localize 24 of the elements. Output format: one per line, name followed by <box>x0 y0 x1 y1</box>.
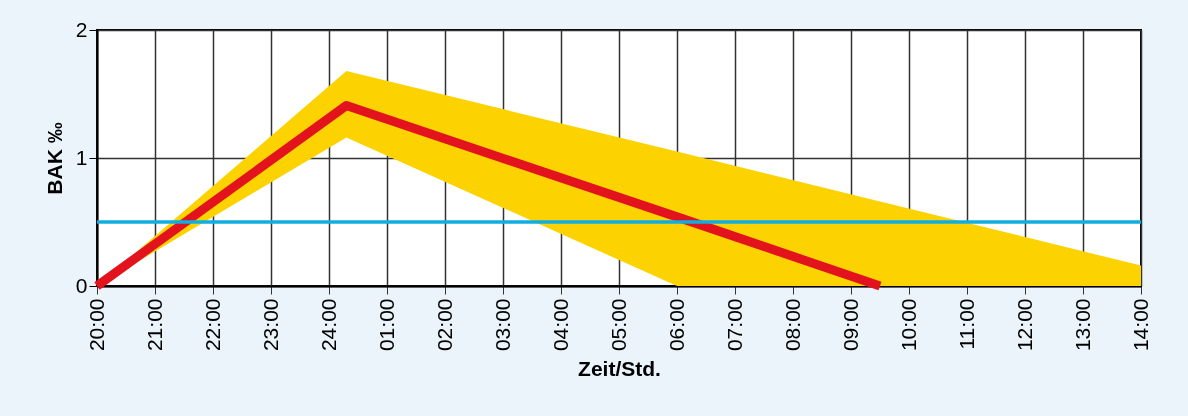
x-tick-label: 07:00 <box>722 298 746 352</box>
y-tick-label: 1 <box>75 145 88 169</box>
x-tick-label: 20:00 <box>84 298 108 352</box>
y-axis-title: BAK ‰ <box>42 122 66 195</box>
x-tick-label: 08:00 <box>780 298 804 352</box>
x-tick-label: 05:00 <box>606 298 630 352</box>
y-tick-label: 0 <box>75 273 88 297</box>
x-tick-label: 13:00 <box>1070 298 1094 352</box>
x-tick-label: 23:00 <box>258 298 282 352</box>
x-tick-label: 12:00 <box>1012 298 1036 352</box>
x-tick-label: 24:00 <box>316 298 340 352</box>
x-axis-title: Zeit/Std. <box>578 357 661 381</box>
x-tick-label: 21:00 <box>142 298 166 352</box>
x-tick-label: 03:00 <box>490 298 514 352</box>
x-tick-label: 14:00 <box>1128 298 1152 352</box>
x-tick-label: 02:00 <box>432 298 456 352</box>
x-tick-label: 10:00 <box>896 298 920 352</box>
x-tick-label: 06:00 <box>664 298 688 352</box>
y-tick-label: 2 <box>75 17 88 41</box>
x-tick-label: 22:00 <box>200 298 224 352</box>
x-tick-label: 11:00 <box>954 298 978 350</box>
x-tick-label: 01:00 <box>374 298 398 352</box>
x-tick-label: 09:00 <box>838 298 862 352</box>
x-tick-label: 04:00 <box>548 298 572 352</box>
